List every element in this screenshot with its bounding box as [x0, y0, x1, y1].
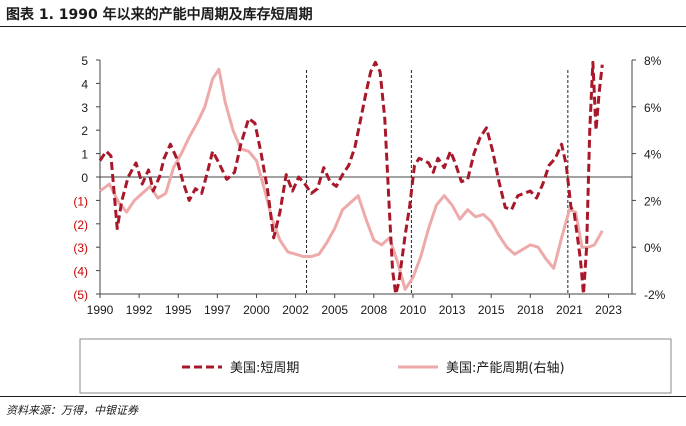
chart: 5 4 3 2 1 0 (1) (2) (3) (4) (5) 8% 6% 4% 2% 0% -2% 1990 19…	[73, 54, 672, 394]
x-tick-label: 2013	[439, 303, 466, 317]
chart-axes: 5 4 3 2 1 0 (1) (2) (3) (4) (5) 8% 6% 4% 2% 0% -2% 1990 19…	[73, 54, 665, 317]
title-rule	[0, 26, 686, 27]
x-tick-label: 2015	[478, 303, 505, 317]
y-left-tick-label: 4	[81, 77, 88, 91]
y-left-tick-label: (1)	[73, 194, 88, 208]
chart-title: 图表 1. 1990 年以来的产能中周期及库存短周期	[6, 7, 313, 23]
y-right-tick-label: -2%	[644, 288, 666, 302]
y-right-tick-label: 4%	[644, 148, 662, 162]
source-note: 资料来源：万得，中银证券	[6, 404, 138, 417]
short-cycle-series-line	[98, 60, 604, 296]
y-left-tick-label: (3)	[73, 241, 88, 255]
x-tick-label: 2008	[360, 303, 387, 317]
y-left-tick-label: 2	[81, 124, 88, 138]
legend: 美国:短周期 美国:产能周期(右轴)	[79, 338, 672, 394]
x-tick-label: 2010	[400, 303, 427, 317]
x-tick-label: 2000	[243, 303, 270, 317]
y-right-tick-label: 8%	[644, 54, 662, 68]
source-rule	[0, 396, 686, 397]
legend-label: 美国:短周期	[230, 361, 299, 376]
y-right-tick-label: 2%	[644, 194, 662, 208]
y-right-tick-label: 0%	[644, 241, 662, 255]
x-tick-label: 1997	[204, 303, 231, 317]
y-left-tick-label: 3	[81, 101, 88, 115]
x-tick-label: 1992	[126, 303, 153, 317]
y-right-tick-label: 6%	[644, 101, 662, 115]
series-layer	[98, 60, 604, 296]
legend-box	[79, 338, 672, 394]
y-left-tick-label: 0	[81, 171, 88, 185]
legend-label: 美国:产能周期(右轴)	[446, 361, 565, 376]
y-left-tick-label: 1	[81, 148, 88, 162]
y-left-tick-label: (5)	[73, 288, 88, 302]
y-left-tick-label: (4)	[73, 265, 88, 279]
y-left-tick-label: (2)	[73, 218, 88, 232]
x-tick-label: 1995	[165, 303, 192, 317]
y-left-tick-label: 5	[81, 54, 88, 68]
x-tick-label: 2021	[556, 303, 583, 317]
x-tick-label: 2005	[321, 303, 348, 317]
x-tick-label: 2023	[595, 303, 622, 317]
x-tick-label: 2002	[282, 303, 309, 317]
capacity-cycle-series-line	[99, 67, 604, 291]
x-tick-label: 1990	[87, 303, 114, 317]
x-tick-label: 2018	[517, 303, 544, 317]
